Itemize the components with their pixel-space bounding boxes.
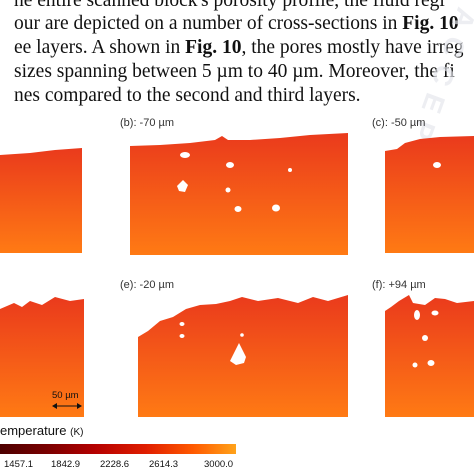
pore — [431, 310, 439, 316]
pore — [272, 204, 280, 212]
pore — [225, 187, 231, 193]
pore — [230, 343, 246, 365]
colorbar-tick: 1457.1 — [4, 459, 34, 470]
pore — [179, 334, 185, 338]
colorbar-tick: 2228.6 — [100, 459, 130, 470]
pore — [427, 360, 435, 366]
scale-bar-arrow — [52, 403, 82, 409]
pore — [422, 335, 428, 341]
melt-pool-panel-e — [138, 295, 348, 417]
melt-pool-panel-c — [385, 136, 474, 253]
text-line-1: he entire scanned block's porosity profi… — [14, 0, 445, 11]
melt-pool-panel-d — [0, 297, 84, 417]
colorbar-title: emperature (K) — [0, 423, 84, 438]
melt-pool-panel-a — [0, 148, 82, 253]
text-line-3: ee layers. A shown in Fig. 10, the pores… — [14, 37, 464, 58]
text-line-5: nes compared to the second and third lay… — [14, 85, 361, 106]
panel-label-f: (f): +94 µm — [372, 279, 426, 291]
colorbar-tick: 1842.9 — [51, 459, 81, 470]
pore — [234, 206, 242, 212]
text-line-4: sizes spanning between 5 µm to 40 µm. Mo… — [14, 61, 455, 82]
text-line-2: our are depicted on a number of cross-se… — [14, 13, 459, 34]
pore — [414, 310, 420, 320]
melt-pool-panel-b — [130, 133, 348, 255]
article-text: he entire scanned block's porosity profi… — [0, 0, 474, 110]
melt-pool-panel-f — [385, 295, 474, 417]
pore — [288, 168, 292, 172]
pore — [177, 180, 188, 192]
panel-label-c: (c): -50 µm — [372, 117, 426, 129]
colorbar-tick: 2614.3 — [149, 459, 179, 470]
colorbar-tick: 3000.0 — [204, 459, 234, 470]
pore — [240, 333, 244, 337]
pore — [180, 152, 190, 158]
pore — [226, 162, 234, 168]
scale-bar-label: 50 µm — [52, 390, 79, 401]
panel-label-e: (e): -20 µm — [120, 279, 175, 291]
temperature-colorbar — [0, 444, 236, 454]
pore — [412, 362, 418, 368]
pore — [433, 162, 441, 168]
pore — [179, 322, 185, 326]
panel-label-b: (b): -70 µm — [120, 117, 175, 129]
